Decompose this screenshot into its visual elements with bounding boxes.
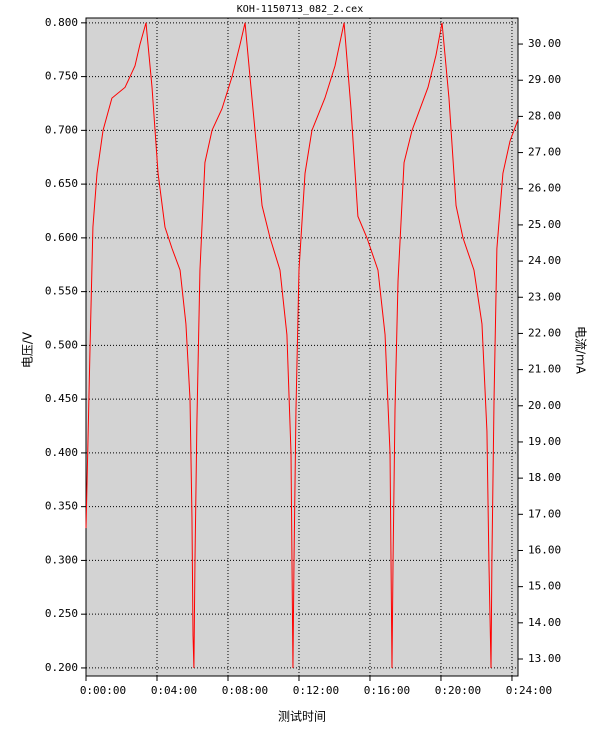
y2-tick-label: 30.00 — [528, 37, 561, 50]
plot-area — [85, 17, 519, 677]
y-tick-label: 0.450 — [45, 392, 78, 405]
y2-tick-label: 15.00 — [528, 580, 561, 593]
y2-tick-label: 27.00 — [528, 146, 561, 159]
y2-tick-label: 16.00 — [528, 543, 561, 556]
y-tick-label: 0.700 — [45, 123, 78, 136]
y2-tick-label: 24.00 — [528, 254, 561, 267]
y2-tick-label: 18.00 — [528, 471, 561, 484]
y-tick-label: 0.400 — [45, 446, 78, 459]
x-tick-label: 0:24:00 — [506, 684, 552, 697]
y-tick-label: 0.750 — [45, 70, 78, 83]
y2-tick-label: 14.00 — [528, 616, 561, 629]
y-axis-label: 电压/V — [21, 331, 35, 368]
y-tick-label: 0.350 — [45, 500, 78, 513]
y2-tick-label: 13.00 — [528, 652, 561, 665]
y-tick-label: 0.600 — [45, 231, 78, 244]
y2-tick-label: 25.00 — [528, 218, 561, 231]
x-tick-label: 0:12:00 — [293, 684, 339, 697]
x-tick-label: 0:00:00 — [80, 684, 126, 697]
y2-tick-label: 17.00 — [528, 507, 561, 520]
y2-tick-label: 26.00 — [528, 182, 561, 195]
y-tick-label: 0.550 — [45, 285, 78, 298]
y2-tick-label: 19.00 — [528, 435, 561, 448]
y-tick-label: 0.800 — [45, 16, 78, 29]
y2-axis-label: 电流/mA — [574, 326, 588, 375]
y2-tick-label: 20.00 — [528, 399, 561, 412]
x-tick-label: 0:08:00 — [222, 684, 268, 697]
y-tick-label: 0.650 — [45, 177, 78, 190]
x-tick-label: 0:04:00 — [151, 684, 197, 697]
voltage-line — [85, 22, 519, 668]
x-tick-label: 0:20:00 — [435, 684, 481, 697]
x-tick-label: 0:16:00 — [364, 684, 410, 697]
chart-title: KOH-1150713_082_2.cex — [237, 4, 363, 15]
y-tick-label: 0.250 — [45, 607, 78, 620]
y-tick-label: 0.200 — [45, 661, 78, 674]
y-tick-label: 0.500 — [45, 338, 78, 351]
y2-tick-label: 28.00 — [528, 109, 561, 122]
y2-tick-label: 23.00 — [528, 290, 561, 303]
y2-tick-label: 29.00 — [528, 73, 561, 86]
x-axis-label: 测试时间 — [278, 709, 326, 724]
y2-tick-label: 22.00 — [528, 326, 561, 339]
y-tick-label: 0.300 — [45, 553, 78, 566]
y2-tick-label: 21.00 — [528, 363, 561, 376]
